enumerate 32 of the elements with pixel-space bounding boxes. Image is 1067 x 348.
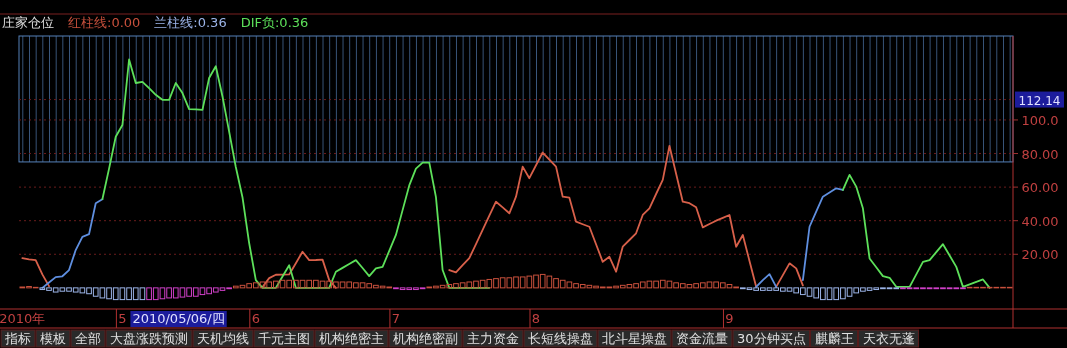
x-tick-label: 7: [391, 311, 401, 326]
text: 主力资金: [467, 331, 519, 346]
y-tick-label: 40.00: [1021, 213, 1059, 229]
text: 千元主图: [258, 331, 310, 346]
x-tick-label: 6: [251, 311, 260, 326]
text: 30分钟买点: [737, 331, 806, 346]
text: 麒麟王: [814, 331, 854, 346]
x-tick-label: 9: [725, 311, 734, 326]
text: 机构绝密主: [319, 331, 384, 346]
text: 大盘涨跌预测: [110, 331, 188, 346]
text: 全部: [75, 331, 101, 346]
text: 2010/05/06/四: [132, 311, 225, 326]
text: 北斗星操盘: [602, 331, 667, 346]
text: 红柱线:0.00: [68, 15, 141, 30]
y-tick-label: 100.0: [1021, 112, 1059, 128]
x-tick-label: 2010年: [0, 311, 46, 326]
x-tick-label: 8: [531, 311, 541, 326]
x-tick-label: 5: [118, 311, 127, 326]
y-tick-label: 20.00: [1021, 247, 1059, 263]
chart-title: 庄家仓位: [2, 15, 54, 30]
text: 天机均线: [197, 331, 249, 346]
y-tick-label: 80.00: [1021, 146, 1059, 162]
text: 机构绝密副: [393, 331, 458, 346]
text: 资金流量: [676, 331, 728, 346]
text: 天衣无蓬: [862, 331, 915, 346]
text: 指标: [4, 331, 31, 346]
text: 长短线操盘: [528, 331, 593, 346]
text: 兰柱线:0.36: [154, 15, 227, 30]
y-tick-label: 60.00: [1021, 180, 1059, 196]
text: 模板: [40, 331, 66, 346]
text: DIF负:0.36: [240, 15, 309, 30]
ref-line-label: 112.14: [1018, 93, 1061, 108]
